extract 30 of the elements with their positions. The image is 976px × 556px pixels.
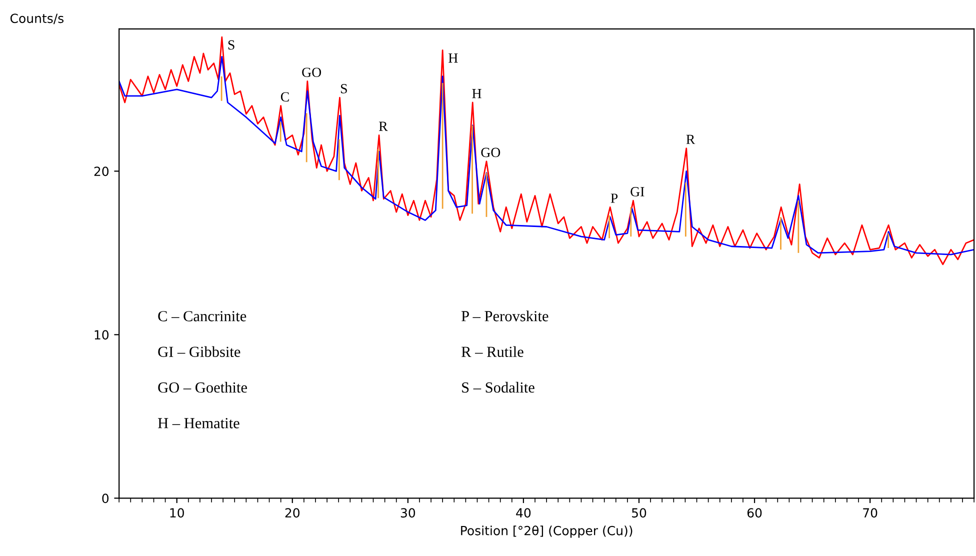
annotation: GO [302, 68, 322, 78]
annotation: H [448, 53, 458, 63]
annotation: R [378, 122, 388, 131]
annotation: H [472, 89, 482, 98]
x-tick-label: 30 [400, 508, 416, 518]
x-tick-label: 20 [285, 508, 300, 518]
annotation: R [686, 134, 696, 144]
annotation: S [340, 84, 347, 94]
annotation: R – Rutile [462, 346, 524, 357]
annotation: C – Cancrinite [158, 311, 246, 322]
annotation: GO [481, 148, 500, 158]
y-tick-label: 20 [94, 166, 109, 176]
x-tick-label: 70 [863, 508, 878, 518]
x-tick-label: 40 [516, 508, 531, 518]
y-axis-title: Counts/s [10, 14, 64, 24]
y-tick-label: 0 [102, 494, 109, 504]
x-tick-label: 60 [747, 508, 762, 518]
y-tick-label: 10 [94, 330, 109, 340]
annotation: H – Hematite [158, 418, 240, 428]
annotation: C [280, 92, 289, 102]
x-tick-label: 10 [170, 508, 184, 518]
annotation: GI [630, 187, 644, 196]
annotation: GI – Gibbsite [158, 346, 240, 357]
x-axis-title: Position [°2θ] (Copper (Cu)) [461, 526, 632, 538]
x-tick-label: 50 [632, 508, 646, 518]
annotation: S [228, 40, 234, 50]
annotation: P [610, 194, 618, 203]
annotation: P – Perovskite [462, 310, 548, 322]
annotation: S – Sodalite [462, 382, 534, 393]
annotation: GO – Goethite [158, 382, 247, 393]
